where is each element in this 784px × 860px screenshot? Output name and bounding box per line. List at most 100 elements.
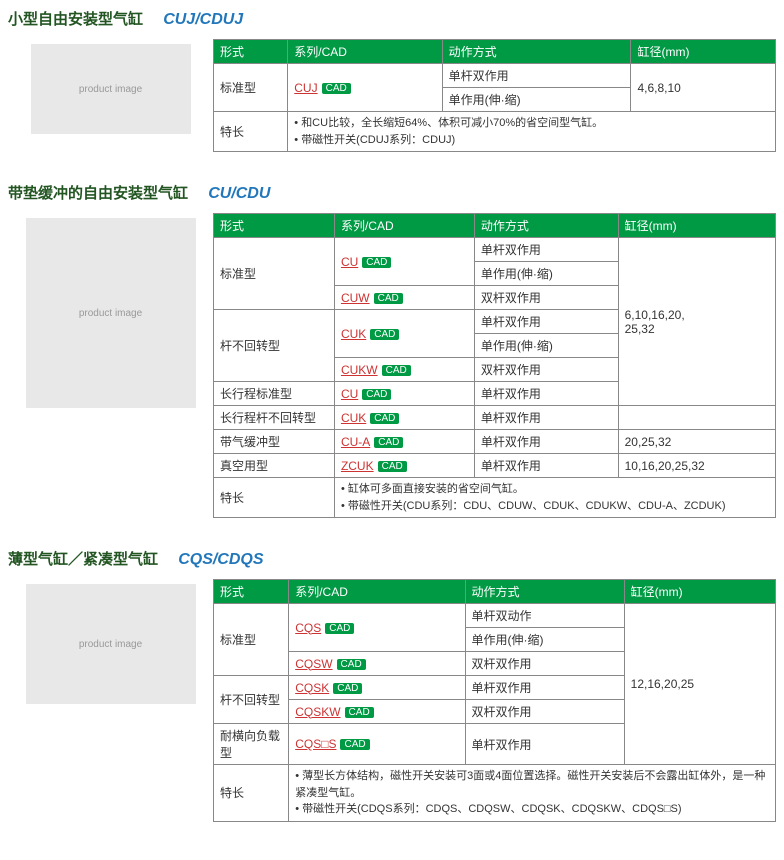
cell-series: CUJ CAD	[288, 64, 442, 112]
cell-bore: 20,25,32	[618, 430, 775, 454]
cell-series: CU CAD	[334, 238, 474, 286]
cell-bore	[618, 406, 775, 430]
cell-action: 单杆双作用	[474, 430, 618, 454]
series-link[interactable]: CUKW	[341, 363, 378, 377]
cell-action: 单杆双作用	[474, 310, 618, 334]
cell-feature-label: 特长	[214, 765, 289, 822]
series-link[interactable]: CU	[341, 255, 358, 269]
cell-action: 单杆双作用	[474, 454, 618, 478]
spec-table: 形式 系列/CAD 动作方式 缸径(mm) 标准型 CUCAD 单杆双作用 6,…	[213, 213, 776, 518]
cell-form: 标准型	[214, 64, 288, 112]
section-title: 小型自由安装型气缸 CUJ/CDUJ	[8, 8, 776, 29]
spec-table: 形式 系列/CAD 动作方式 缸径(mm) 标准型 CUJCAD 单杆双作用 4…	[213, 39, 776, 152]
cell-series: CU CAD	[334, 382, 474, 406]
cell-form: 杆不回转型	[214, 676, 289, 724]
cell-action: 单杆双作用	[474, 238, 618, 262]
cell-series: CUW CAD	[334, 286, 474, 310]
cad-badge[interactable]: CAD	[345, 707, 374, 718]
cell-series: CU-A CAD	[334, 430, 474, 454]
cell-bore: 10,16,20,25,32	[618, 454, 775, 478]
series-link[interactable]: CU-A	[341, 435, 370, 449]
th-action: 动作方式	[442, 40, 631, 64]
content-row: product image 形式 系列/CAD 动作方式 缸径(mm) 标准型 …	[8, 213, 776, 518]
cad-badge[interactable]: CAD	[370, 329, 399, 340]
th-series: 系列/CAD	[289, 580, 465, 604]
cad-badge[interactable]: CAD	[362, 389, 391, 400]
cell-action: 单作用(伸·缩)	[474, 262, 618, 286]
feature-item: 带磁性开关(CDQS系列：CDQS、CDQSW、CDQSK、CDQSKW、CDQ…	[295, 801, 769, 818]
feature-item: 和CU比较，全长缩短64%、体积可减小70%的省空间型气缸。	[294, 115, 769, 132]
series-link[interactable]: CQSW	[295, 657, 332, 671]
cell-form: 标准型	[214, 238, 335, 310]
th-form: 形式	[214, 580, 289, 604]
cell-action: 双杆双作用	[465, 700, 624, 724]
cell-action: 单杆双作用	[442, 64, 631, 88]
cell-series: CUK CAD	[334, 406, 474, 430]
cell-series: ZCUK CAD	[334, 454, 474, 478]
th-action: 动作方式	[465, 580, 624, 604]
cell-series: CUKW CAD	[334, 358, 474, 382]
th-series: 系列/CAD	[334, 214, 474, 238]
cad-badge[interactable]: CAD	[370, 413, 399, 424]
series-link[interactable]: CUK	[341, 411, 366, 425]
cell-action: 单作用(伸·缩)	[465, 628, 624, 652]
series-link[interactable]: CQS	[295, 621, 321, 635]
cad-badge[interactable]: CAD	[337, 659, 366, 670]
cell-action: 双杆双作用	[474, 358, 618, 382]
series-link[interactable]: CQS□S	[295, 737, 336, 751]
cad-badge[interactable]: CAD	[382, 365, 411, 376]
title-cn: 薄型气缸／紧凑型气缸	[8, 551, 158, 568]
section-cqs: 薄型气缸／紧凑型气缸 CQS/CDQS product image 形式 系列/…	[8, 548, 776, 822]
cell-feature-label: 特长	[214, 112, 288, 152]
series-link[interactable]: CUW	[341, 291, 370, 305]
section-cu: 带垫缓冲的自由安装型气缸 CU/CDU product image 形式 系列/…	[8, 182, 776, 518]
spec-table: 形式 系列/CAD 动作方式 缸径(mm) 标准型 CQSCAD 单杆双动作 1…	[213, 579, 776, 822]
series-link[interactable]: CU	[341, 387, 358, 401]
section-title: 薄型气缸／紧凑型气缸 CQS/CDQS	[8, 548, 776, 569]
cell-feature-label: 特长	[214, 478, 335, 518]
cell-form: 带气缓冲型	[214, 430, 335, 454]
cell-feature-text: 缸体可多面直接安装的省空间气缸。 带磁性开关(CDU系列：CDU、CDUW、CD…	[334, 478, 775, 518]
cell-action: 双杆双作用	[465, 652, 624, 676]
th-bore: 缸径(mm)	[624, 580, 775, 604]
cell-action: 单杆双作用	[474, 406, 618, 430]
section-cuj: 小型自由安装型气缸 CUJ/CDUJ product image 形式 系列/C…	[8, 8, 776, 152]
feature-item: 带磁性开关(CDU系列：CDU、CDUW、CDUK、CDUKW、CDU-A、ZC…	[341, 498, 769, 515]
series-link[interactable]: CQSK	[295, 681, 329, 695]
cell-series: CQSK CAD	[289, 676, 465, 700]
cad-badge[interactable]: CAD	[374, 437, 403, 448]
product-image: product image	[31, 44, 191, 134]
title-cn: 小型自由安装型气缸	[8, 11, 143, 28]
series-link[interactable]: ZCUK	[341, 459, 374, 473]
cell-series: CUK CAD	[334, 310, 474, 358]
product-image: product image	[26, 218, 196, 408]
cell-bore: 12,16,20,25	[624, 604, 775, 765]
series-link[interactable]: CUJ	[294, 81, 317, 95]
cell-form: 杆不回转型	[214, 310, 335, 382]
cell-form: 长行程标准型	[214, 382, 335, 406]
cad-badge[interactable]: CAD	[340, 739, 369, 750]
cad-badge[interactable]: CAD	[325, 623, 354, 634]
cad-badge[interactable]: CAD	[362, 257, 391, 268]
cad-badge[interactable]: CAD	[333, 683, 362, 694]
cad-badge[interactable]: CAD	[322, 83, 351, 94]
cell-bore: 4,6,8,10	[631, 64, 776, 112]
feature-item: 薄型长方体结构，磁性开关安装可3面或4面位置选择。磁性开关安装后不会露出缸体外，…	[295, 768, 769, 801]
cell-series: CQSKW CAD	[289, 700, 465, 724]
series-link[interactable]: CUK	[341, 327, 366, 341]
cell-series: CQSW CAD	[289, 652, 465, 676]
series-link[interactable]: CQSKW	[295, 705, 340, 719]
cell-action: 单作用(伸·缩)	[442, 88, 631, 112]
product-image-area: product image	[8, 213, 213, 413]
cell-action: 单作用(伸·缩)	[474, 334, 618, 358]
cad-badge[interactable]: CAD	[374, 293, 403, 304]
section-title: 带垫缓冲的自由安装型气缸 CU/CDU	[8, 182, 776, 203]
cell-action: 单杆双作用	[465, 676, 624, 700]
cell-action: 双杆双作用	[474, 286, 618, 310]
cell-form: 真空用型	[214, 454, 335, 478]
title-en: CUJ/CDUJ	[163, 11, 243, 28]
content-row: product image 形式 系列/CAD 动作方式 缸径(mm) 标准型 …	[8, 39, 776, 152]
cell-series: CQS□S CAD	[289, 724, 465, 765]
th-form: 形式	[214, 214, 335, 238]
cad-badge[interactable]: CAD	[378, 461, 407, 472]
